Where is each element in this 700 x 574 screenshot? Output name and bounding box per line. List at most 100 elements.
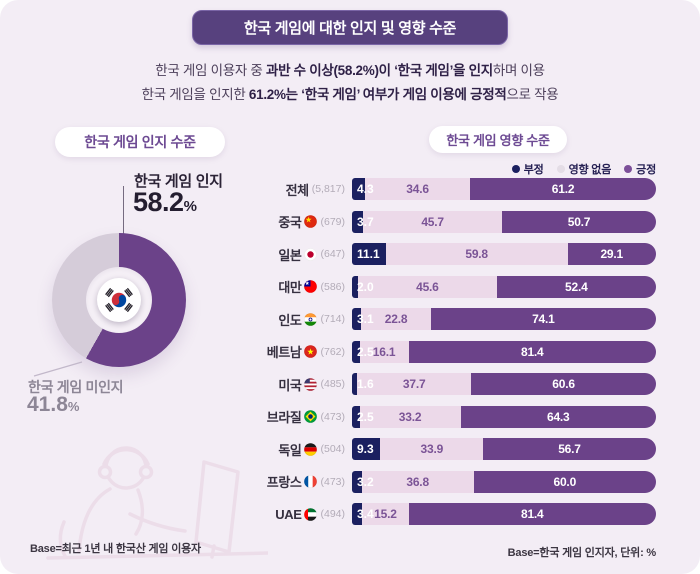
base-note-left: Base=최근 1년 내 한국산 게임 이용자 — [30, 543, 201, 555]
segment-negative — [352, 470, 362, 493]
sample-count: (679) — [320, 215, 345, 228]
legend-label: 영향 없음 — [568, 164, 612, 176]
aware-value: 58.2% — [133, 187, 197, 218]
segment-positive: 56.7 — [483, 438, 656, 460]
legend-item: 부정 — [511, 161, 544, 177]
row-label: 베트남 (762) — [240, 342, 345, 361]
sample-count: (5,817) — [311, 183, 345, 195]
chart-row: 인도 (714) 22.8 74.1 3.1 — [240, 308, 656, 330]
segment-negative — [352, 503, 363, 525]
subtitle-segment: 한국 게임 이용자 중 — [155, 63, 266, 78]
subtitle-segment: 61.2%는 ‘한국 게임’ 여부가 게임 이용에 긍정적 — [248, 87, 507, 102]
impact-bar-chart: 전체 (5,817) 34.6 61.2 4.3 중국 (679) 45.7 50.7 3.7 일본… — [240, 178, 656, 536]
chart-row: 베트남 (762) 16.1 81.4 2.5 — [240, 340, 656, 363]
negative-value-label: 9.3 — [357, 442, 374, 456]
row-label: 독일 (504) — [240, 440, 345, 459]
row-label: 전체 (5,817) — [240, 180, 345, 199]
country-name: UAE — [275, 506, 302, 522]
row-label: 일본 (647) — [240, 245, 345, 264]
country-name: 전체 — [285, 182, 310, 198]
row-label: 프랑스 (473) — [240, 472, 345, 491]
sample-count: (762) — [320, 345, 345, 358]
row-label: 미국 (485) — [240, 375, 345, 394]
segment-negative — [352, 340, 360, 363]
country-name: 인도 — [278, 312, 302, 328]
unaware-percent-sign: % — [67, 399, 80, 414]
negative-value-label: 3.4 — [357, 507, 374, 521]
chart-row: 대만 (586) 45.6 52.4 2.0 — [240, 275, 656, 298]
segment-no-effect: 15.2 — [362, 503, 409, 525]
negative-value-label: 2.0 — [357, 279, 374, 294]
segment-negative — [352, 373, 357, 395]
legend: 부정 영향 없음 긍정 — [511, 161, 656, 177]
row-label: UAE (494) — [240, 507, 345, 522]
segment-negative — [352, 275, 359, 298]
negative-value-label: 1.6 — [357, 377, 374, 391]
flag-brazil-icon — [304, 410, 318, 423]
sample-count: (473) — [320, 475, 345, 488]
subtitle-line1: 한국 게임 이용자 중 과반 수 이상(58.2%)이 ‘한국 게임’을 인지하… — [0, 59, 700, 83]
flag-japan-icon — [304, 247, 318, 261]
country-name: 중국 — [278, 215, 302, 230]
legend-dot-icon — [511, 165, 520, 173]
segment-negative — [352, 308, 362, 330]
segment-no-effect: 33.2 — [359, 405, 461, 428]
stacked-bar: 33.9 56.7 9.3 — [352, 438, 656, 460]
chart-row: UAE (494) 15.2 81.4 3.4 — [240, 503, 656, 525]
aware-label: 한국 게임 인지 — [134, 173, 223, 190]
chart-row: 전체 (5,817) 34.6 61.2 4.3 — [240, 178, 656, 200]
segment-positive: 50.7 — [502, 210, 656, 233]
segment-no-effect: 34.6 — [365, 178, 471, 200]
sample-count: (485) — [320, 378, 345, 390]
chart-row: 중국 (679) 45.7 50.7 3.7 — [240, 210, 656, 233]
legend-item: 영향 없음 — [556, 161, 612, 177]
subtitle-segment: 으로 작용 — [506, 87, 559, 102]
segment-no-effect: 22.8 — [361, 308, 431, 330]
stacked-bar: 34.6 61.2 4.3 — [352, 178, 656, 200]
segment-positive: 60.6 — [471, 373, 656, 395]
row-label: 브라질 (473) — [240, 407, 345, 426]
country-name: 브라질 — [266, 410, 302, 425]
segment-no-effect: 33.9 — [380, 438, 484, 460]
sample-count: (504) — [320, 443, 345, 455]
flag-china-icon — [304, 215, 318, 228]
negative-value-label: 3.2 — [357, 474, 374, 489]
section-header-awareness: 한국 게임 인지 수준 — [55, 127, 225, 157]
legend-item: 긍정 — [624, 161, 656, 177]
flag-taiwan-icon — [304, 280, 318, 293]
legend-dot-icon — [556, 165, 565, 173]
segment-no-effect: 45.6 — [358, 275, 497, 298]
section-header-impact: 한국 게임 영향 수준 — [429, 126, 567, 153]
country-name: 대만 — [278, 280, 302, 295]
segment-positive: 74.1 — [430, 308, 656, 330]
segment-positive: 60.0 — [473, 470, 656, 493]
segment-negative — [352, 178, 366, 200]
negative-value-label: 2.5 — [357, 344, 374, 359]
stacked-bar: 36.8 60.0 3.2 — [352, 470, 656, 493]
flag-usa-icon — [304, 377, 318, 391]
subtitle-segment: 한국 게임을 인지한 — [141, 87, 249, 102]
korea-flag-svg — [105, 287, 133, 313]
negative-value-label: 2.5 — [357, 409, 374, 424]
segment-negative — [352, 210, 364, 233]
unaware-value: 41.8% — [27, 393, 79, 417]
flag-uae-icon — [304, 507, 318, 521]
korea-flag-icon — [97, 278, 141, 322]
chart-row: 브라질 (473) 33.2 64.3 2.5 — [240, 405, 656, 428]
country-name: 베트남 — [266, 345, 302, 360]
sample-count: (494) — [320, 508, 345, 520]
sample-count: (714) — [320, 313, 345, 325]
subtitle-segment: 하며 이용 — [492, 63, 545, 78]
page-title: 한국 게임에 대한 인지 및 영향 수준 — [192, 10, 508, 45]
segment-negative — [352, 243, 386, 265]
flag-india-icon — [304, 312, 318, 326]
chart-row: 프랑스 (473) 36.8 60.0 3.2 — [240, 470, 656, 493]
segment-positive: 81.4 — [408, 340, 656, 363]
stacked-bar: 37.7 60.6 1.6 — [352, 373, 656, 395]
subtitle-segment: 과반 수 이상(58.2%)이 ‘한국 게임’을 인지 — [265, 63, 493, 78]
row-label: 대만 (586) — [240, 277, 345, 296]
chart-row: 일본 (647) 59.8 29.1 11.1 — [240, 243, 656, 265]
gamer-illustration-icon — [46, 446, 268, 560]
aware-value-number: 58.2 — [133, 187, 184, 217]
negative-value-label: 4.3 — [357, 182, 374, 196]
